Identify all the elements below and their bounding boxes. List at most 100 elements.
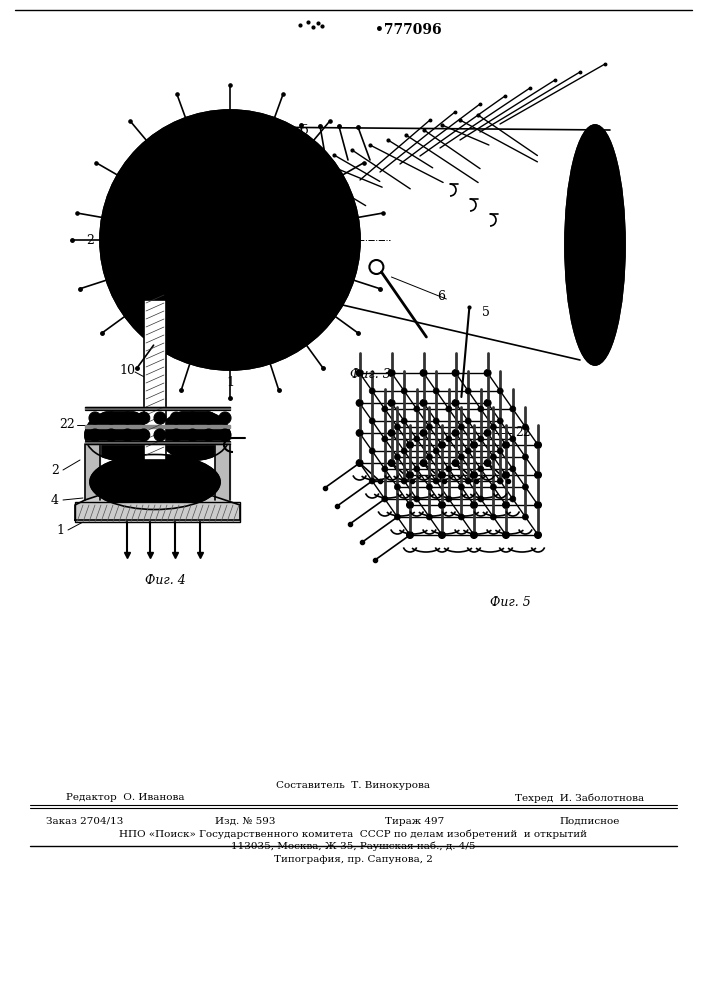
Text: Фиг. 3: Фиг. 3	[350, 368, 390, 381]
Circle shape	[484, 399, 491, 406]
Circle shape	[503, 442, 509, 448]
Circle shape	[433, 478, 439, 484]
Circle shape	[522, 484, 528, 490]
Text: НПО «Поиск» Государственного комитета  СССР по делам изобретений  и открытий: НПО «Поиск» Государственного комитета СС…	[119, 829, 587, 839]
Circle shape	[356, 430, 363, 436]
Circle shape	[356, 370, 363, 376]
Circle shape	[407, 502, 414, 508]
Circle shape	[510, 496, 516, 502]
Circle shape	[491, 454, 496, 460]
Circle shape	[407, 502, 413, 508]
Text: 18: 18	[187, 138, 203, 151]
Circle shape	[510, 466, 516, 472]
Circle shape	[407, 472, 413, 478]
Circle shape	[452, 430, 459, 436]
Circle shape	[420, 430, 427, 436]
Circle shape	[420, 399, 427, 406]
Bar	[144, 300, 166, 460]
Circle shape	[491, 484, 496, 490]
Circle shape	[389, 400, 395, 406]
Circle shape	[138, 429, 150, 441]
Circle shape	[439, 502, 445, 508]
Ellipse shape	[85, 410, 155, 460]
Circle shape	[446, 406, 452, 412]
Polygon shape	[85, 425, 230, 428]
Circle shape	[491, 424, 496, 430]
Ellipse shape	[160, 410, 230, 460]
Circle shape	[369, 418, 375, 424]
Circle shape	[407, 472, 414, 479]
Circle shape	[407, 532, 413, 538]
Circle shape	[356, 460, 363, 466]
Text: Подписное: Подписное	[560, 816, 620, 826]
Circle shape	[89, 429, 101, 441]
Circle shape	[484, 460, 491, 466]
Circle shape	[105, 429, 117, 441]
Text: Фиг. 5: Фиг. 5	[490, 596, 530, 609]
Polygon shape	[85, 441, 230, 444]
Circle shape	[535, 472, 541, 478]
Circle shape	[414, 496, 420, 502]
Circle shape	[414, 406, 420, 412]
Circle shape	[503, 532, 510, 538]
Circle shape	[421, 400, 426, 406]
Circle shape	[395, 424, 400, 430]
Circle shape	[522, 424, 528, 430]
Circle shape	[503, 472, 509, 478]
Circle shape	[452, 370, 459, 376]
Text: 5: 5	[482, 306, 491, 318]
Circle shape	[420, 460, 427, 466]
Circle shape	[471, 532, 477, 538]
Circle shape	[426, 484, 433, 490]
Circle shape	[484, 370, 491, 376]
Polygon shape	[215, 444, 230, 500]
Circle shape	[203, 429, 215, 441]
Circle shape	[478, 496, 484, 502]
Circle shape	[534, 472, 542, 479]
Circle shape	[458, 424, 464, 430]
Circle shape	[458, 454, 464, 460]
Text: Тираж 497: Тираж 497	[385, 816, 445, 826]
Circle shape	[356, 430, 363, 436]
Circle shape	[484, 460, 491, 466]
Circle shape	[433, 418, 439, 424]
Circle shape	[395, 484, 400, 490]
Circle shape	[407, 532, 414, 538]
Text: 5: 5	[301, 123, 309, 136]
Circle shape	[465, 478, 471, 484]
Circle shape	[510, 406, 516, 412]
Circle shape	[356, 460, 363, 466]
Circle shape	[388, 399, 395, 406]
Circle shape	[497, 478, 503, 484]
Circle shape	[426, 424, 433, 430]
Circle shape	[535, 532, 541, 538]
Circle shape	[395, 454, 400, 460]
Circle shape	[369, 388, 375, 394]
Circle shape	[439, 532, 445, 538]
Circle shape	[503, 442, 510, 448]
Circle shape	[388, 369, 395, 376]
Ellipse shape	[100, 110, 360, 370]
Circle shape	[439, 442, 445, 448]
Circle shape	[497, 388, 503, 394]
Circle shape	[122, 429, 134, 441]
Circle shape	[471, 472, 477, 478]
Circle shape	[478, 436, 484, 442]
Circle shape	[421, 430, 426, 436]
Circle shape	[438, 472, 445, 479]
Bar	[75, 502, 240, 522]
Circle shape	[478, 466, 484, 472]
Circle shape	[452, 399, 459, 406]
Circle shape	[446, 466, 452, 472]
Circle shape	[203, 412, 215, 424]
Circle shape	[401, 418, 407, 424]
Circle shape	[458, 514, 464, 520]
Text: 2: 2	[86, 233, 94, 246]
Text: 1: 1	[56, 524, 64, 536]
Circle shape	[465, 388, 471, 394]
Text: 6: 6	[438, 290, 445, 304]
Polygon shape	[75, 495, 240, 520]
Circle shape	[382, 436, 388, 442]
Text: Изд. № 593: Изд. № 593	[215, 816, 275, 826]
Circle shape	[356, 399, 363, 406]
